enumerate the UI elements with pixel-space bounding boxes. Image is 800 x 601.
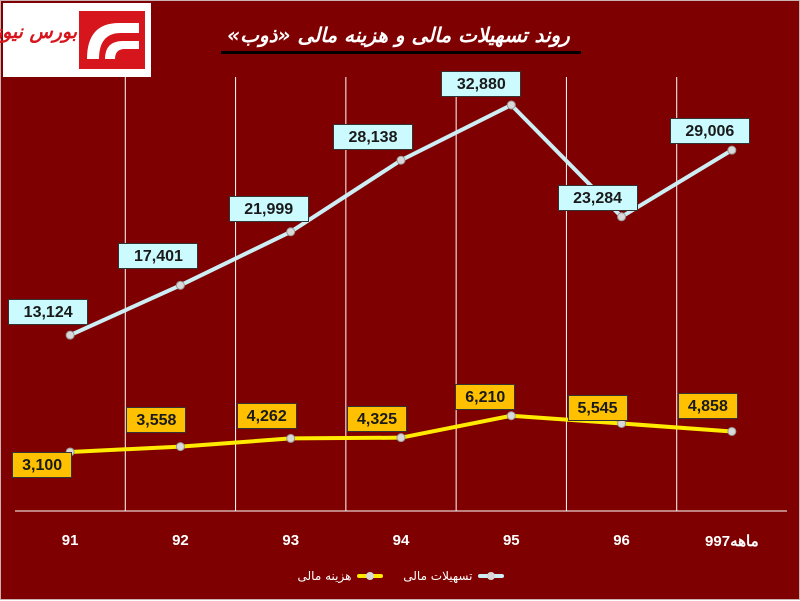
data-label-expense: 6,210 <box>455 383 516 410</box>
data-label-expense: 5,545 <box>567 395 628 422</box>
data-label-expense: 4,325 <box>347 405 407 432</box>
logo: بورس نیوز <box>0 3 151 77</box>
legend-swatch-credit <box>478 572 505 580</box>
logo-text: بورس نیوز <box>0 21 77 43</box>
data-point-credit <box>506 100 516 110</box>
data-label-credit: 23,284 <box>557 184 638 211</box>
legend: تسهیلات مالی هزینه مالی <box>1 567 800 583</box>
x-tick-label: 92 <box>172 532 189 549</box>
data-label-credit: 28,138 <box>333 124 413 151</box>
data-point-expense <box>506 411 516 421</box>
data-point-credit <box>396 155 406 165</box>
data-label-expense: 3,558 <box>126 406 187 433</box>
x-tick-label: 9ماهه97 <box>705 533 759 550</box>
data-label-expense: 4,858 <box>677 393 738 420</box>
data-label-credit: 13,124 <box>8 299 89 326</box>
x-tick-label: 95 <box>502 532 520 549</box>
data-label-credit: 29,006 <box>669 118 750 145</box>
legend-swatch-expense <box>357 572 384 580</box>
x-tick-label: 96 <box>613 532 630 549</box>
legend-item-expense: هزینه مالی <box>298 569 384 583</box>
x-tick-label: 94 <box>392 532 410 549</box>
x-tick-label: 91 <box>61 532 79 549</box>
data-label-credit: 17,401 <box>118 243 199 270</box>
data-point-expense <box>396 433 406 443</box>
data-label-credit: 21,999 <box>228 195 309 222</box>
data-point-credit <box>175 280 185 290</box>
data-point-expense <box>286 433 296 443</box>
data-point-credit <box>617 212 627 222</box>
x-tick-label: 93 <box>282 532 300 549</box>
data-label-expense: 3,100 <box>12 451 73 478</box>
data-point-expense <box>727 426 737 436</box>
data-point-credit <box>727 145 737 155</box>
data-label-expense: 4,262 <box>236 403 297 430</box>
data-label-credit: 32,880 <box>441 71 522 97</box>
chart-title: روند تسهیلات مالی و هزینه مالی «ذوب» <box>227 23 570 47</box>
data-point-credit <box>65 330 75 340</box>
logo-mark-icon <box>79 11 145 69</box>
title-underline <box>221 51 581 54</box>
data-point-credit <box>286 227 296 237</box>
legend-item-credit: تسهیلات مالی <box>403 569 505 583</box>
legend-label-expense: هزینه مالی <box>297 569 352 583</box>
data-point-expense <box>175 442 185 452</box>
legend-label-credit: تسهیلات مالی <box>403 569 473 583</box>
